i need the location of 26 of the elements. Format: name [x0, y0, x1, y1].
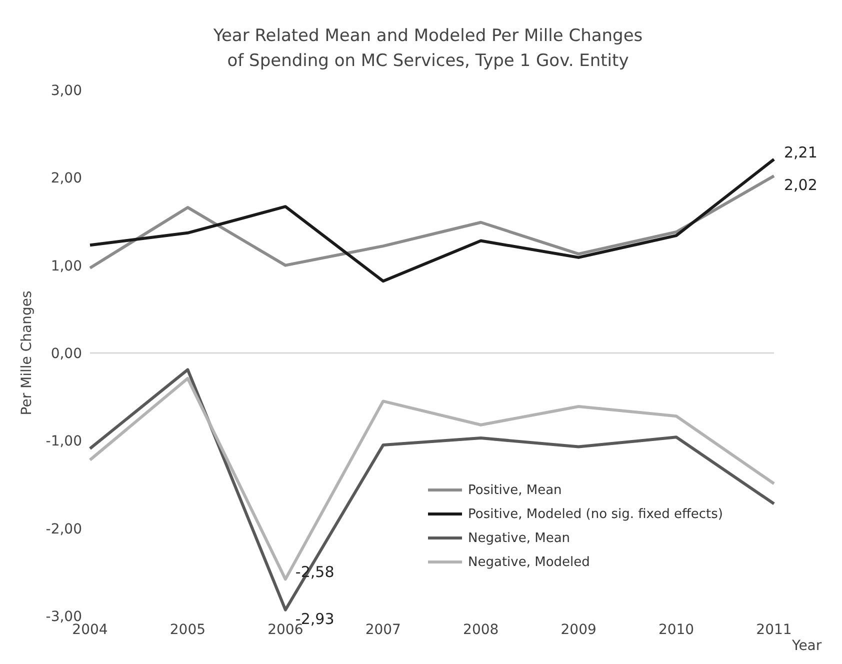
legend-label: Positive, Mean — [468, 482, 562, 498]
line-series — [88, 376, 776, 581]
x-tick-label: 2009 — [560, 622, 596, 638]
line-series — [88, 158, 776, 283]
x-tick-label: 2005 — [170, 622, 206, 638]
x-tick-label: 2010 — [658, 622, 694, 638]
y-tick-label: -2,00 — [46, 521, 82, 538]
line-series — [88, 174, 776, 270]
legend-label: Negative, Mean — [468, 530, 570, 546]
x-axis-title: Year — [791, 638, 822, 654]
data-label: 2,02 — [784, 176, 818, 194]
x-tick-label: 2007 — [365, 622, 401, 638]
y-tick-label: 1,00 — [50, 258, 82, 274]
data-label: 2,21 — [784, 143, 818, 162]
x-tick-label: 2006 — [268, 622, 304, 638]
legend-label: Negative, Modeled — [468, 554, 590, 570]
legend-label: Positive, Modeled (no sig. fixed effects) — [468, 506, 723, 522]
chart-title: Year Related Mean and Modeled Per Mille Changes of Spending on MC Services, Type 1 Gov. Entity — [212, 25, 644, 73]
y-axis-title: Per Mille Changes — [18, 290, 35, 416]
line-series — [88, 368, 776, 612]
y-tick-label: -1,00 — [46, 434, 82, 450]
x-tick-label: 2008 — [463, 622, 499, 638]
y-tick-label: 2,00 — [50, 170, 82, 187]
x-tick-label: 2011 — [756, 622, 792, 638]
y-tick-label: 0,00 — [50, 346, 82, 362]
y-tick-label: 3,00 — [50, 82, 82, 99]
